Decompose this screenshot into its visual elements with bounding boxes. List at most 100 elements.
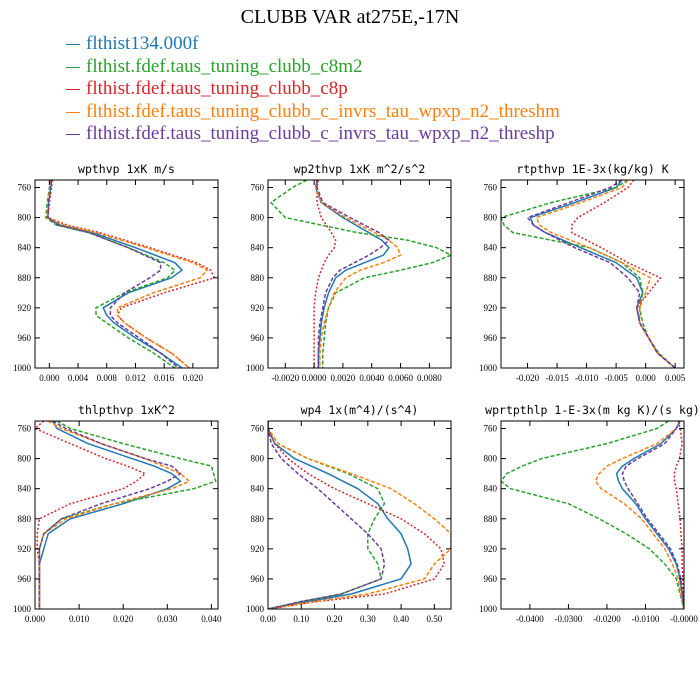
series-line (45, 180, 176, 368)
legend-item: flthist134.000f (66, 33, 560, 56)
series-line (313, 180, 337, 368)
y-tick-label: 920 (484, 544, 498, 554)
y-tick-label: 760 (484, 424, 498, 434)
x-tick-label: 0.10 (293, 614, 309, 624)
series-line (47, 180, 183, 368)
panel-2: wp2thvp 1xK m^2/s^2 760 800 840 880 920 960 100… (246, 162, 452, 383)
y-tick-label: 800 (484, 454, 498, 464)
x-tick-label: 0.004 (68, 373, 89, 383)
plot-frame (267, 179, 452, 369)
series-group (35, 421, 217, 609)
series-line (268, 421, 412, 609)
series-line (268, 421, 386, 609)
series-group (501, 421, 684, 609)
panel-title: wprtpthlp 1-E-3x(m kg K)/(s kg) (485, 403, 700, 417)
y-tick-label: 960 (484, 333, 498, 343)
plot-frame (267, 420, 452, 610)
x-tick-label: 0.50 (426, 614, 442, 624)
x-tick-label: 0.0080 (417, 373, 442, 383)
series-group (45, 180, 216, 368)
series-line (38, 421, 182, 609)
series-line (268, 421, 446, 609)
x-tick-label: -0.0020 (271, 373, 299, 383)
x-tick-label: -0.0000 (670, 614, 698, 624)
series-line (501, 421, 684, 609)
y-tick-label: 760 (18, 183, 32, 193)
y-tick-label: 1000 (479, 604, 498, 614)
legend-label: flthist.fdef.taus_tuning_clubb_c8m2 (86, 55, 363, 77)
series-line (571, 180, 676, 368)
y-tick-label: 920 (18, 303, 32, 313)
y-tick-label: 1000 (246, 604, 265, 614)
y-tick-label: 1000 (13, 363, 32, 373)
y-tick-label: 840 (484, 243, 498, 253)
series-line (594, 421, 684, 609)
x-tick-label: 0.030 (157, 614, 178, 624)
y-tick-label: 960 (484, 574, 498, 584)
figure-title: CLUBB VAR at275E,-17N (240, 6, 460, 28)
y-tick-label: 880 (484, 273, 498, 283)
plot-frame (500, 420, 685, 610)
x-tick-label: 0.020 (113, 614, 134, 624)
series-line (526, 180, 676, 368)
x-tick-label: 0.012 (125, 373, 145, 383)
series-group (268, 421, 451, 609)
y-tick-label: 760 (251, 183, 265, 193)
y-tick-label: 960 (18, 574, 32, 584)
y-tick-label: 880 (18, 514, 32, 524)
y-tick-label: 920 (18, 544, 32, 554)
plot-frame (34, 420, 219, 610)
series-line (535, 180, 676, 368)
legend: flthist134.000f flthist.fdef.taus_tuning… (66, 33, 560, 146)
y-tick-label: 880 (251, 273, 265, 283)
x-tick-label: 0.30 (360, 614, 376, 624)
series-line (38, 421, 182, 609)
x-tick-label: -0.0300 (555, 614, 583, 624)
x-tick-label: 0.000 (25, 614, 46, 624)
y-tick-label: 960 (251, 574, 265, 584)
legend-label: flthist.fdef.taus_tuning_clubb_c_invrs_t… (86, 100, 560, 122)
x-tick-label: 0.010 (69, 614, 90, 624)
x-tick-label: -0.0200 (593, 614, 621, 624)
x-tick-label: 0.008 (97, 373, 118, 383)
x-tick-label: 0.0020 (331, 373, 356, 383)
x-tick-label: 0.0000 (302, 373, 327, 383)
panel-title: rtpthvp 1E-3x(kg/kg) K (516, 162, 668, 176)
y-tick-label: 840 (18, 484, 32, 494)
y-tick-label: 800 (251, 454, 265, 464)
series-line (621, 421, 684, 609)
legend-swatch (66, 44, 80, 46)
y-tick-label: 840 (251, 484, 265, 494)
y-tick-label: 1000 (13, 604, 32, 614)
panel-3: rtpthvp 1E-3x(kg/kg) K 760 800 840 880 920 960… (479, 162, 686, 383)
legend-label: flthist.fdef.taus_tuning_clubb_c8p (86, 78, 348, 99)
y-tick-label: 760 (18, 424, 32, 434)
y-tick-label: 840 (18, 243, 32, 253)
series-line (673, 421, 684, 609)
panel-title: wp2thvp 1xK m^2/s^2 (294, 162, 426, 176)
y-tick-label: 1000 (246, 363, 265, 373)
panel-title: wp4 1x(m^4)/(s^4) (301, 403, 419, 417)
y-tick-label: 840 (484, 484, 498, 494)
y-tick-label: 920 (484, 303, 498, 313)
series-line (314, 180, 402, 368)
series-line (35, 421, 146, 609)
legend-item: flthist.fdef.taus_tuning_clubb_c8p (66, 78, 560, 101)
y-tick-label: 800 (484, 213, 498, 223)
panel-title: wpthvp 1xK m/s (78, 162, 175, 176)
panel-4: thlpthvp 1xK^2 760 800 840 880 920 960 10000.00… (13, 403, 222, 624)
y-tick-label: 880 (484, 514, 498, 524)
series-line (268, 421, 451, 609)
series-line (314, 180, 390, 368)
series-line (38, 421, 217, 609)
series-line (47, 180, 179, 368)
panel-6: wprtpthlp 1-E-3x(m kg K)/(s kg) 760 800 840… (479, 403, 700, 624)
y-tick-label: 800 (251, 213, 265, 223)
y-tick-label: 760 (484, 183, 498, 193)
y-tick-label: 960 (251, 333, 265, 343)
x-tick-label: -0.020 (516, 373, 540, 383)
x-tick-label: -0.005 (604, 373, 628, 383)
x-tick-label: 0.000 (636, 373, 657, 383)
y-tick-label: 800 (18, 213, 32, 223)
plot-frame (34, 179, 219, 369)
